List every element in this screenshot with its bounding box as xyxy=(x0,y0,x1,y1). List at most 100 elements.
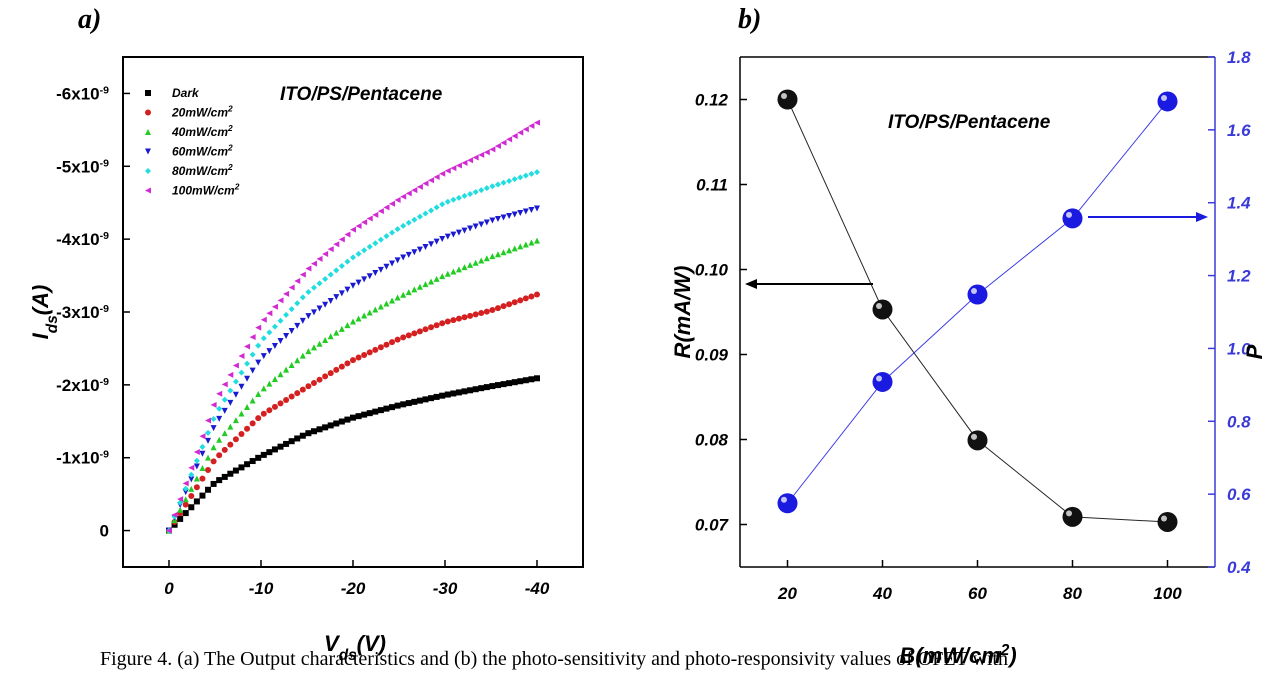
data-point xyxy=(372,408,379,415)
data-point xyxy=(182,480,189,487)
panel-b-annotation: ITO/PS/Pentacene xyxy=(888,112,1051,133)
data-point xyxy=(310,344,317,351)
data-point xyxy=(1062,208,1083,229)
data-point xyxy=(327,370,334,377)
panel-a-label: a) xyxy=(78,4,101,35)
data-point xyxy=(467,312,474,319)
data-point xyxy=(277,338,284,345)
data-point xyxy=(500,249,507,256)
data-point xyxy=(305,348,312,355)
panel-b-x-tick-label: 20 xyxy=(777,584,797,603)
data-point xyxy=(299,294,306,301)
photosensitivity-point xyxy=(1062,208,1083,229)
data-point xyxy=(428,177,435,184)
data-point xyxy=(467,190,474,197)
data-point xyxy=(322,337,329,344)
data-point xyxy=(1062,506,1083,527)
panel-a-x-tick-label: -30 xyxy=(433,579,458,598)
data-point xyxy=(389,339,396,346)
panel-b-right-tick-label: 0.6 xyxy=(1227,485,1251,504)
data-point xyxy=(517,129,524,136)
data-point xyxy=(322,250,329,257)
data-point xyxy=(283,311,290,318)
data-point xyxy=(327,297,334,304)
point-highlight xyxy=(1161,94,1167,101)
data-point xyxy=(221,396,228,403)
legend-label: 100mW/cm2 xyxy=(172,182,240,198)
legend-label: 80mW/cm2 xyxy=(172,162,233,178)
data-point xyxy=(294,278,301,285)
photosensitivity-point xyxy=(1157,91,1178,112)
data-point xyxy=(216,390,223,397)
data-point xyxy=(411,330,418,337)
data-point xyxy=(383,300,390,307)
data-point xyxy=(294,300,301,307)
data-point xyxy=(221,381,228,388)
data-point xyxy=(277,297,284,304)
data-point xyxy=(305,265,312,272)
data-point xyxy=(266,348,273,355)
data-point xyxy=(244,404,251,411)
data-point xyxy=(333,241,340,248)
data-point xyxy=(439,320,446,327)
data-point xyxy=(299,317,306,324)
data-point xyxy=(1157,511,1178,532)
series-100mW/cm2 xyxy=(166,119,540,534)
data-point xyxy=(528,122,535,129)
data-point xyxy=(416,397,423,404)
data-point xyxy=(288,284,295,291)
responsivity-point xyxy=(1062,506,1083,527)
data-point xyxy=(310,309,317,316)
data-point xyxy=(528,293,535,300)
data-point xyxy=(506,301,513,308)
data-point xyxy=(350,357,356,364)
data-point xyxy=(405,332,412,339)
data-point xyxy=(400,401,407,408)
data-point xyxy=(872,371,893,392)
data-point xyxy=(517,210,524,217)
data-point xyxy=(461,388,468,395)
data-point xyxy=(266,380,273,387)
data-point xyxy=(305,288,312,295)
data-point xyxy=(478,310,485,317)
data-point xyxy=(428,241,435,248)
panel-a-y-tick-label: -2x10-9 xyxy=(56,376,109,395)
data-point xyxy=(344,258,351,265)
data-point xyxy=(967,284,988,305)
data-point xyxy=(534,169,540,176)
data-point xyxy=(327,422,334,429)
data-point xyxy=(411,249,418,256)
data-point xyxy=(455,162,462,169)
data-point xyxy=(350,318,356,325)
data-point xyxy=(439,170,446,177)
data-point xyxy=(366,215,373,222)
data-point xyxy=(333,267,340,274)
data-point xyxy=(316,340,323,347)
data-point xyxy=(232,362,239,369)
data-point xyxy=(506,213,513,220)
data-point xyxy=(244,360,251,367)
data-point xyxy=(310,379,317,386)
data-point xyxy=(338,236,345,243)
data-point xyxy=(450,231,457,238)
legend-label: 40mW/cm2 xyxy=(171,123,233,139)
data-point xyxy=(188,476,195,483)
data-point xyxy=(400,334,407,341)
responsivity-line xyxy=(787,99,1168,523)
data-point xyxy=(489,146,496,153)
panel-b-left-tick-label: 0.09 xyxy=(695,346,729,365)
data-point xyxy=(260,335,267,342)
data-point xyxy=(416,328,423,335)
data-point xyxy=(244,343,251,350)
data-point xyxy=(260,353,267,360)
data-point xyxy=(450,196,457,203)
data-point xyxy=(327,246,334,253)
data-point xyxy=(472,311,479,318)
data-point xyxy=(260,316,267,323)
data-point xyxy=(394,257,401,264)
panel-b-x-tick-label: 60 xyxy=(968,584,987,603)
data-point xyxy=(405,400,412,407)
data-point xyxy=(210,425,217,432)
data-point xyxy=(299,386,306,393)
data-point xyxy=(288,361,295,368)
